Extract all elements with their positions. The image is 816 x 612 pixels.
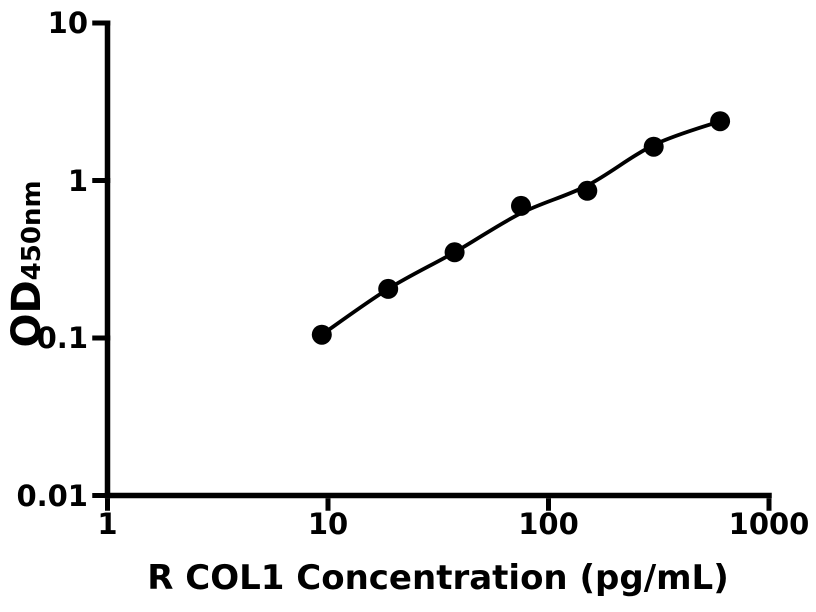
x-tick-label-1000: 1000 [728, 507, 810, 541]
data-point [577, 180, 598, 201]
data-point [444, 242, 465, 263]
data-point [378, 278, 399, 299]
y-tick-label-0_1: 0.1 [36, 321, 88, 355]
y-axis-title-main: OD [4, 280, 50, 348]
x-tick-label-1: 1 [97, 507, 118, 541]
x-axis-title: R COL1 Concentration (pg/mL) [147, 558, 729, 598]
y-axis-title: OD450nm [0, 114, 58, 414]
data-point [311, 324, 332, 345]
data-point [511, 195, 531, 216]
data-point [643, 136, 664, 157]
y-tick-label-10: 10 [47, 6, 88, 40]
y-tick-label-1: 1 [67, 163, 88, 198]
x-tick-label-10: 10 [307, 507, 349, 541]
y-tick-label-0_01: 0.01 [16, 478, 88, 513]
x-tick-label-100: 100 [518, 507, 579, 541]
y-axis-title-subscript: 450nm [17, 180, 47, 281]
data-point [710, 111, 731, 132]
